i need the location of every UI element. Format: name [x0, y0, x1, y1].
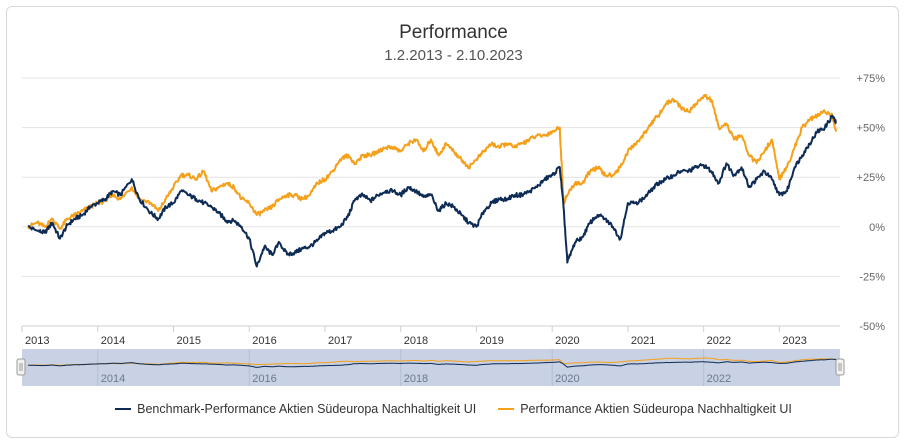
x-tick-label: 2018 — [404, 335, 428, 347]
x-tick-label: 2014 — [101, 335, 125, 347]
chart-subtitle: 1.2.2013 - 2.10.2023 — [384, 47, 523, 64]
x-tick-label: 2016 — [252, 335, 276, 347]
navigator-tick-label: 2022 — [707, 373, 731, 385]
legend-item-benchmark[interactable]: Benchmark-Performance Aktien Südeuropa N… — [115, 402, 476, 416]
navigator-tick-label: 2018 — [404, 373, 428, 385]
series-line-fund — [27, 93, 838, 230]
navigator-tick-label: 2014 — [101, 373, 125, 385]
legend-label-benchmark: Benchmark-Performance Aktien Südeuropa N… — [137, 402, 477, 416]
navigator-line-benchmark — [28, 358, 837, 368]
navigator-line-fund — [28, 357, 837, 366]
x-tick-label: 2021 — [631, 335, 655, 347]
navigator-tick-label: 2020 — [555, 373, 579, 385]
x-tick-label: 2017 — [328, 335, 352, 347]
navigator-handle-right[interactable] — [835, 358, 845, 376]
navigator-tick-label: 2016 — [252, 373, 276, 385]
chart-title: Performance — [399, 22, 508, 43]
series-line-benchmark — [27, 114, 837, 268]
y-tick-label: 0% — [869, 222, 885, 234]
legend: Benchmark-Performance Aktien Südeuropa N… — [0, 402, 907, 416]
y-tick-label: -50% — [859, 321, 885, 333]
x-tick-label: 2019 — [479, 335, 503, 347]
legend-swatch-fund — [498, 408, 515, 410]
navigator-handle-left[interactable] — [16, 358, 26, 376]
y-tick-label: +25% — [857, 172, 886, 184]
legend-swatch-benchmark — [115, 408, 132, 410]
y-tick-label: -25% — [859, 271, 885, 283]
y-tick-label: +75% — [857, 73, 886, 85]
legend-label-fund: Performance Aktien Südeuropa Nachhaltigk… — [520, 402, 792, 416]
x-tick-label: 2015 — [176, 335, 200, 347]
x-tick-label: 2023 — [782, 335, 806, 347]
x-tick-label: 2020 — [555, 335, 579, 347]
x-tick-label: 2013 — [25, 335, 49, 347]
legend-item-fund[interactable]: Performance Aktien Südeuropa Nachhaltigk… — [498, 402, 792, 416]
x-tick-label: 2022 — [707, 335, 731, 347]
y-tick-label: +50% — [857, 123, 886, 135]
